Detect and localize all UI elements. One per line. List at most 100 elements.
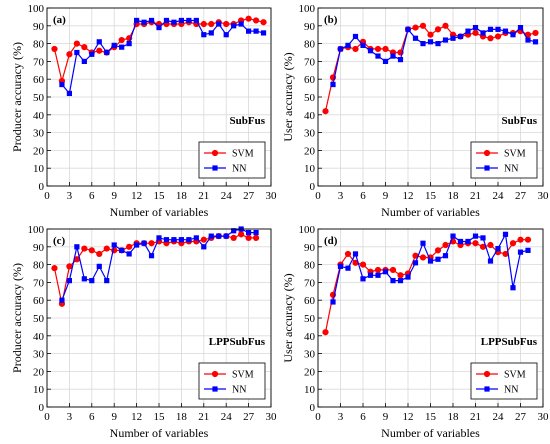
y-tick-label: 100 — [28, 224, 45, 236]
svm-data-point — [494, 33, 502, 40]
nn-data-point — [420, 41, 426, 47]
legend-nn-marker — [484, 386, 490, 392]
nn-data-point — [231, 228, 237, 234]
y-tick-label: 0 — [310, 402, 316, 414]
legend-nn-label: NN — [504, 385, 518, 396]
svm-data-point — [487, 35, 494, 42]
svm-data-point — [81, 245, 88, 252]
svm-data-point — [344, 250, 352, 258]
svm-data-point — [51, 45, 58, 53]
x-tick-label: 0 — [44, 190, 50, 202]
nn-data-point — [89, 51, 95, 57]
nn-data-point — [96, 263, 102, 269]
nn-data-point — [156, 24, 162, 31]
nn-data-point — [375, 53, 381, 59]
legend-svm-label: SVM — [504, 149, 526, 160]
svm-series-line — [324, 239, 528, 333]
nn-data-point — [66, 278, 72, 284]
y-tick-label: 10 — [304, 163, 316, 175]
svm-data-point — [427, 31, 434, 38]
svm-data-point — [509, 240, 517, 247]
y-tick-label: 20 — [33, 145, 45, 157]
nn-data-point — [126, 41, 132, 47]
y-tick-label: 20 — [33, 366, 45, 378]
nn-data-point — [427, 39, 434, 45]
svm-data-point — [524, 31, 532, 38]
nn-data-point — [345, 42, 351, 48]
legend-box — [198, 362, 266, 400]
nn-data-point — [352, 251, 359, 257]
nn-data-point — [134, 242, 140, 248]
svm-data-point — [419, 254, 427, 261]
y-tick-label: 10 — [304, 384, 316, 396]
x-tick-label: 27 — [243, 190, 255, 202]
y-tick-label: 0 — [39, 181, 45, 193]
y-tick-label: 80 — [33, 39, 45, 51]
svm-data-point — [389, 266, 397, 274]
y-tick-label: 80 — [304, 39, 316, 51]
nn-data-point — [201, 244, 207, 250]
y-tick-label: 60 — [304, 295, 316, 307]
legend-svm-marker — [483, 149, 491, 157]
nn-data-point — [412, 260, 419, 266]
nn-data-point — [119, 44, 125, 50]
svm-data-point — [472, 29, 479, 37]
svm-data-point — [532, 29, 539, 37]
nn-data-point — [420, 240, 426, 246]
nn-data-point — [472, 24, 479, 31]
nn-data-point — [352, 33, 359, 40]
nn-data-point — [495, 245, 501, 252]
nn-data-point — [178, 17, 184, 24]
nn-data-point — [253, 229, 259, 236]
subset-label: SubFus — [502, 115, 538, 127]
svm-data-point — [434, 247, 442, 254]
y-tick-label: 30 — [304, 349, 316, 361]
y-tick-label: 80 — [33, 260, 45, 272]
nn-data-point — [337, 46, 344, 52]
svm-data-point — [322, 329, 329, 336]
nn-data-point — [330, 299, 336, 305]
nn-series-line — [61, 19, 264, 95]
y-tick-label: 50 — [304, 92, 316, 104]
svm-data-point — [502, 250, 509, 258]
nn-data-point — [134, 17, 140, 24]
nn-data-point — [367, 48, 374, 54]
nn-data-point — [216, 21, 222, 27]
nn-data-point — [465, 238, 471, 245]
x-tick-label: 12 — [131, 411, 142, 423]
nn-data-point — [163, 237, 170, 243]
nn-data-point — [405, 274, 411, 280]
nn-data-point — [148, 17, 155, 24]
nn-data-point — [345, 265, 351, 271]
legend-nn-label: NN — [504, 164, 518, 175]
legend-box — [198, 141, 266, 179]
y-tick-label: 40 — [33, 110, 45, 122]
y-tick-label: 50 — [33, 92, 45, 104]
y-axis-title: Producer accuracy (%) — [10, 263, 24, 373]
nn-data-point — [390, 53, 396, 59]
legend-nn-marker — [212, 386, 218, 392]
nn-data-point — [163, 17, 170, 24]
svm-data-point — [245, 15, 252, 22]
svm-data-point — [472, 240, 479, 247]
svm-data-point — [66, 263, 73, 270]
nn-data-point — [104, 49, 110, 56]
y-tick-label: 100 — [28, 3, 45, 15]
y-tick-label: 10 — [33, 384, 45, 396]
x-tick-label: 21 — [198, 190, 209, 202]
nn-data-point — [480, 235, 486, 241]
y-tick-label: 20 — [304, 366, 316, 378]
nn-data-point — [231, 23, 237, 29]
y-tick-label: 30 — [304, 128, 316, 140]
panel-letter: (a) — [53, 14, 66, 26]
x-tick-label: 6 — [360, 190, 366, 202]
x-tick-label: 0 — [315, 411, 321, 423]
x-tick-label: 18 — [448, 411, 460, 423]
nn-data-point — [502, 28, 509, 34]
nn-data-point — [487, 258, 494, 264]
nn-data-point — [360, 42, 366, 48]
nn-data-point — [442, 37, 449, 43]
x-tick-label: 9 — [111, 411, 117, 423]
x-tick-label: 9 — [383, 190, 389, 202]
svm-data-point — [419, 22, 427, 29]
